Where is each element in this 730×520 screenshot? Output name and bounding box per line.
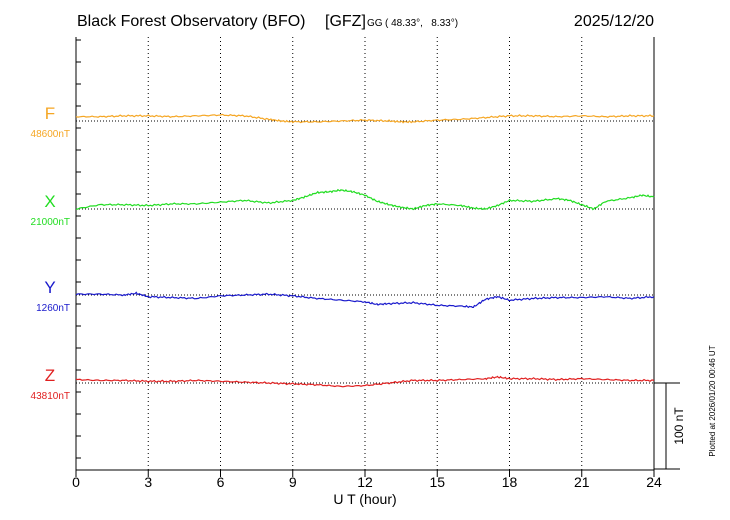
station-title: Black Forest Observatory (BFO) — [77, 13, 306, 30]
coords-prefix: GG — [367, 18, 383, 29]
series-Y: Y 1260nT — [36, 278, 655, 314]
x-axis-label: U T (hour) — [333, 491, 396, 507]
x-tick-label-18: 18 — [502, 474, 518, 490]
station-coords: ( 48.33°, 8.33°) — [385, 18, 458, 29]
x-tick-label-0: 0 — [72, 474, 80, 490]
component-label-F: F — [45, 104, 55, 123]
component-label-Z: Z — [45, 366, 55, 385]
baseline-label-F: 48600nT — [31, 129, 70, 140]
x-tick-label-3: 3 — [144, 474, 152, 490]
baseline-label-Z: 43810nT — [31, 391, 70, 402]
series-X: X 21000nT — [31, 188, 655, 228]
y-axis-ticks — [76, 39, 81, 459]
x-tick-label-12: 12 — [357, 474, 373, 490]
x-axis-tick-labels: 0 3 6 9 12 15 18 21 24 — [72, 474, 662, 490]
component-label-X: X — [44, 192, 55, 211]
component-label-Y: Y — [44, 278, 55, 297]
plotted-at-note: Plotted at 2026/01/20 00:46 UT — [708, 345, 717, 456]
x-tick-label-9: 9 — [289, 474, 297, 490]
trace-Z — [75, 375, 655, 388]
trace-F — [75, 113, 655, 124]
trace-X — [75, 188, 655, 211]
series-F: F 48600nT — [31, 104, 655, 140]
x-tick-label-21: 21 — [574, 474, 590, 490]
scale-bar — [654, 382, 680, 470]
trace-Y — [75, 291, 655, 309]
series-layer: F 48600nT X 21000nT Y 1260nT Z 43810nT — [31, 104, 655, 402]
vertical-grid — [75, 37, 655, 477]
scale-bar-label: 100 nT — [672, 407, 686, 445]
x-tick-label-15: 15 — [429, 474, 445, 490]
institute-label: [GFZ] — [325, 13, 366, 30]
baseline-label-X: 21000nT — [31, 217, 70, 228]
x-tick-label-24: 24 — [646, 474, 662, 490]
plot-date: 2025/12/20 — [574, 13, 654, 30]
series-Z: Z 43810nT — [31, 366, 655, 402]
x-tick-label-6: 6 — [217, 474, 225, 490]
baseline-label-Y: 1260nT — [36, 303, 70, 314]
